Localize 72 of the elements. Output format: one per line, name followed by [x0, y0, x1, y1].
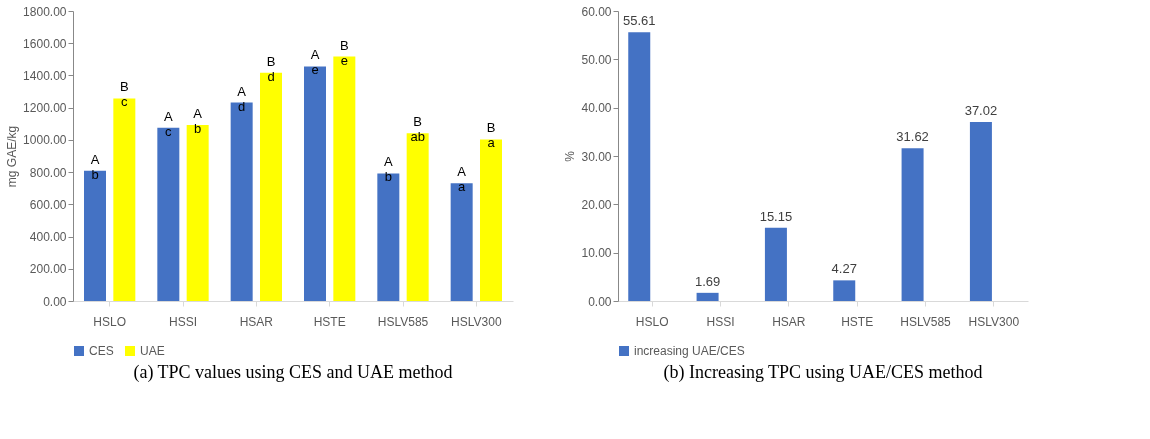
y-tick-label: 1800.00 [23, 4, 67, 19]
data-label: B d [266, 53, 276, 84]
data-label: 31.62 [896, 129, 929, 145]
y-tick-label: 0.00 [43, 294, 67, 309]
x-tick-label: HSLV585 [377, 314, 429, 329]
bar [113, 98, 136, 301]
bar [186, 124, 209, 301]
bar [157, 127, 180, 301]
text: (a) TPC values using CES and UAE method [133, 362, 453, 383]
data-label: B ab [410, 114, 425, 145]
bar [84, 170, 106, 301]
bar [969, 122, 992, 301]
y-tick-label: 10.00 [581, 246, 612, 261]
legend-label: increasing UAE/CES [634, 344, 745, 358]
bar [230, 102, 253, 301]
bar [406, 133, 429, 301]
data-label: B a [486, 120, 496, 151]
x-tick-label: HSLO [635, 314, 669, 329]
bar [304, 66, 326, 301]
y-tick-label: 600.00 [29, 197, 67, 212]
bar [696, 292, 719, 301]
x-tick-label: HSLO [93, 314, 127, 329]
bar [628, 32, 651, 301]
data-label: A b [384, 154, 393, 185]
y-tick-label: 1600.00 [23, 36, 67, 51]
data-label: 4.27 [831, 261, 857, 277]
text: (b) Increasing TPC using UAE/CES method [663, 362, 983, 383]
legend-label: CES [89, 344, 114, 358]
bar [260, 72, 282, 301]
y-tick-label: 30.00 [581, 149, 612, 164]
data-label: 15.15 [759, 208, 793, 224]
bar [377, 173, 400, 301]
y-tick-label: 0.00 [588, 294, 612, 309]
y-tick-label: 20.00 [581, 197, 612, 212]
data-label: 1.69 [694, 273, 721, 289]
y-tick-label: 200.00 [29, 262, 67, 277]
data-label: A b [90, 151, 100, 182]
data-label: A c [164, 108, 173, 139]
data-label: B e [340, 37, 349, 68]
x-tick-label: HSAR [239, 314, 274, 329]
x-tick-label: HSLV300 [968, 314, 1020, 329]
x-tick-label: HSLV585 [900, 314, 952, 329]
bar [901, 148, 924, 301]
x-tick-label: HSTE [841, 314, 874, 329]
y-tick-label: 1200.00 [23, 101, 67, 116]
y-tick-label: 50.00 [581, 52, 612, 67]
bar [333, 56, 356, 301]
y-tick-label: 40.00 [581, 101, 612, 116]
x-tick-label: HSAR [772, 314, 806, 329]
legend-label: UAE [140, 344, 165, 358]
bar [450, 183, 473, 301]
data-label: 55.61 [622, 13, 656, 29]
data-label: A d [237, 83, 247, 114]
y-tick-label: 400.00 [29, 230, 67, 245]
y-tick-label: 1000.00 [23, 133, 67, 148]
x-tick-label: HSSI [168, 314, 198, 329]
data-label: B c [120, 79, 129, 110]
x-tick-label: HSLV300 [451, 314, 502, 329]
y-tick-label: 1400.00 [23, 68, 67, 83]
y-tick-label: 60.00 [581, 4, 612, 19]
y-axis-title: mg GAE/kg [5, 125, 20, 188]
y-tick-label: 800.00 [29, 165, 67, 180]
bar [764, 227, 787, 301]
data-label: A a [457, 164, 467, 195]
x-tick-label: HSTE [313, 314, 346, 329]
data-label: 37.02 [964, 103, 998, 119]
x-tick-label: HSSI [706, 314, 735, 329]
data-label: A b [193, 105, 203, 136]
data-label: A e [310, 47, 320, 78]
bar [833, 280, 856, 301]
y-axis-title: % [563, 150, 578, 162]
bar [480, 139, 502, 301]
